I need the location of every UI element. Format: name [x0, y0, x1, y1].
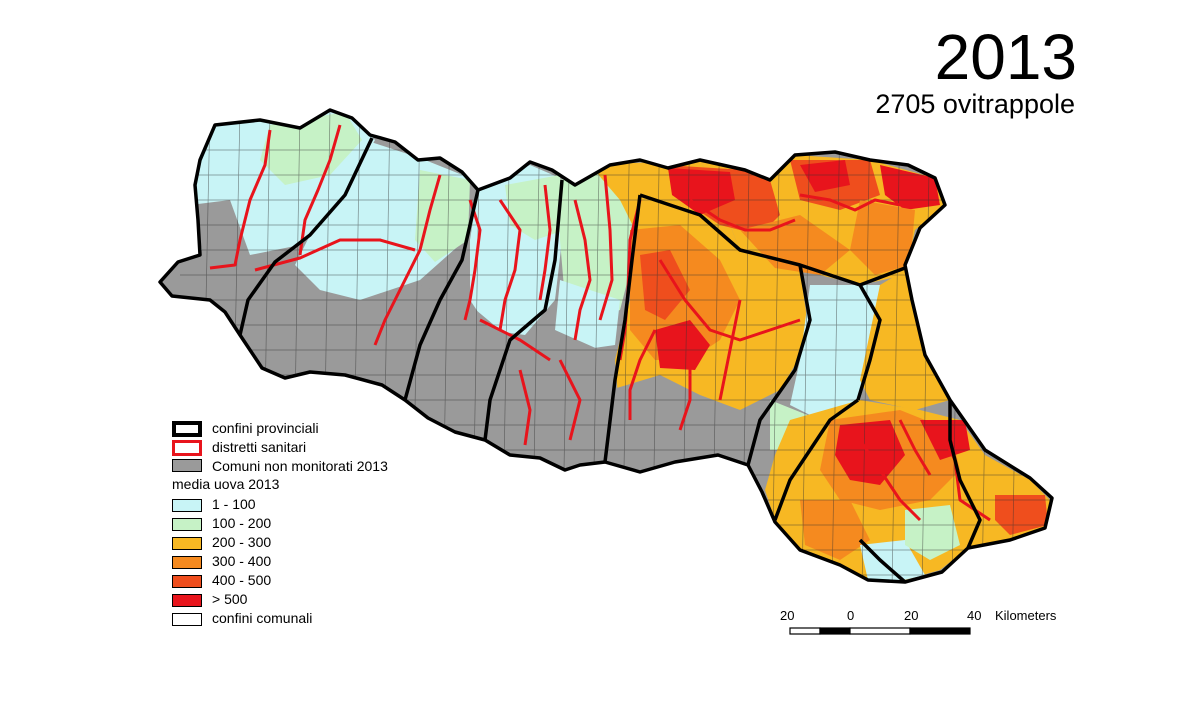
zone-forli-south-orange — [800, 500, 870, 560]
legend-class-label: 200 - 300 — [212, 534, 272, 550]
legend-class-swatch — [172, 613, 202, 626]
zone-bologna-south-gray — [605, 375, 770, 472]
zone-ferrara-coast-red — [880, 165, 940, 210]
legend-class-label: 1 - 100 — [212, 496, 256, 512]
legend-row: distretti sanitari — [172, 439, 432, 458]
zone-modena-mid — [555, 280, 620, 350]
municipality-fills — [160, 110, 1050, 582]
legend-heading: media uova 2013 — [172, 476, 280, 492]
legend-class-swatch — [172, 556, 202, 569]
scale-label-40: 40 — [967, 608, 982, 623]
legend-class-label: 400 - 500 — [212, 572, 272, 588]
map-subtitle: 2705 ovitrappole — [875, 89, 1075, 119]
scale-labels: 20 0 20 40 Kilometers — [780, 608, 1080, 648]
legend-class-row: 100 - 200 — [172, 515, 432, 534]
scale-unit: Kilometers — [995, 608, 1057, 623]
zone-bologna-hot — [655, 320, 710, 370]
zone-parma-green — [415, 170, 470, 262]
legend-class-label: > 500 — [212, 591, 248, 607]
legend-class-swatch — [172, 499, 202, 512]
legend-class-swatch — [172, 537, 202, 550]
zone-ravenna-blue — [790, 285, 880, 420]
legend-class-row: confini comunali — [172, 610, 432, 629]
scale-label-20-right: 20 — [904, 608, 919, 623]
legend-class-row: 200 - 300 — [172, 534, 432, 553]
legend-row: confini provinciali — [172, 420, 432, 439]
legend-label: Comuni non monitorati 2013 — [212, 458, 388, 474]
legend-row: Comuni non monitorati 2013 — [172, 458, 432, 477]
zone-bologna-red — [640, 250, 690, 320]
legend-class-label: 100 - 200 — [212, 515, 272, 531]
legend-class-row: > 500 — [172, 591, 432, 610]
scale-bar — [789, 627, 971, 635]
zone-ferrara-east-hot — [800, 160, 850, 192]
zone-piacenza-gray-band — [190, 200, 250, 262]
legend-swatch — [172, 440, 202, 456]
legend-class-row: 300 - 400 — [172, 553, 432, 572]
provincial-borders — [158, 108, 1054, 584]
legend-swatch — [172, 421, 202, 437]
zone-ferrara-coast-orange — [850, 200, 915, 275]
zone-piacenza-green — [260, 112, 362, 185]
scale-label-20-left: 20 — [780, 608, 795, 623]
scale-label-0: 0 — [847, 608, 855, 623]
zone-modena-green — [560, 168, 640, 320]
legend-label: confini provinciali — [212, 420, 319, 436]
legend-class-swatch — [172, 575, 202, 588]
legend-swatch — [172, 459, 202, 472]
legend-class-row: 1 - 100 — [172, 496, 432, 515]
zone-parma-south — [250, 285, 460, 395]
legend-class-swatch — [172, 594, 202, 607]
legend-label: distretti sanitari — [212, 439, 307, 455]
legend-class-swatch — [172, 518, 202, 531]
legend-class-row: 400 - 500 — [172, 572, 432, 591]
legend-class-label: confini comunali — [212, 610, 313, 626]
map-title-year: 2013 — [934, 21, 1077, 93]
zone-modena-south — [485, 330, 620, 465]
region-map — [158, 108, 1054, 584]
legend-class-label: 300 - 400 — [212, 553, 272, 569]
